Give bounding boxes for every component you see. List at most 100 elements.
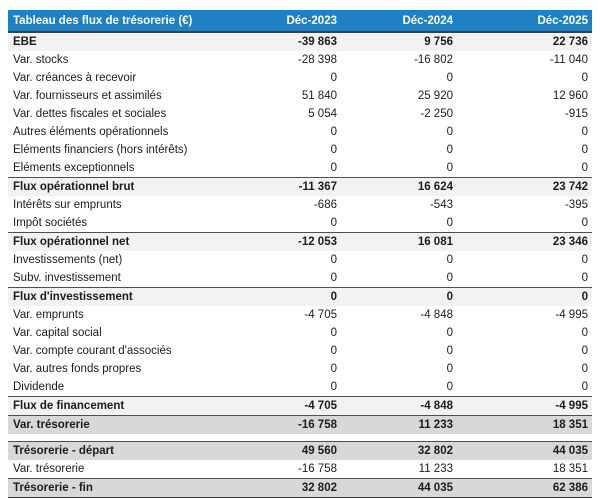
row-label: Var. créances à recevoir (13, 72, 137, 84)
table-row: Autres éléments opérationnels 0 0 0 (8, 123, 592, 141)
row-value-dec-2023: -686 (313, 199, 337, 211)
row-value-dec-2025: 0 (457, 287, 592, 306)
row-value-dec-2025: 0 (581, 345, 588, 357)
row-label: Dividende (13, 381, 65, 393)
row-label: Investissements (net) (13, 254, 123, 266)
row-value-dec-2024: 0 (446, 345, 453, 357)
table-row: Eléments exceptionnels 0 0 0 (8, 159, 592, 178)
row-value-dec-2023: 0 (225, 287, 341, 306)
table-row: Flux de financement -4 705 -4 848 -4 995 (8, 396, 592, 416)
row-value-dec-2025: 0 (581, 72, 588, 84)
row-value-dec-2024: -4 848 (420, 309, 453, 321)
row-value-dec-2023: 0 (330, 126, 337, 138)
row-value-dec-2024: 0 (446, 217, 453, 229)
row-value-dec-2024: 0 (446, 381, 453, 393)
row-value-dec-2025: 22 736 (457, 32, 592, 51)
table-row: Var. dettes fiscales et sociales 5 054 -… (8, 105, 592, 123)
table-row: Eléments financiers (hors intérêts) 0 0 … (8, 141, 592, 159)
row-value-dec-2025: 23 742 (457, 177, 592, 196)
table-row: Dividende 0 0 0 (8, 378, 592, 397)
row-value-dec-2024: 0 (446, 126, 453, 138)
column-header-dec-2025: Déc-2025 (457, 10, 592, 33)
row-value-dec-2024: 11 233 (418, 463, 453, 475)
row-value-dec-2025: 12 960 (552, 90, 588, 102)
row-value-dec-2023: 0 (330, 162, 337, 174)
row-label: Autres éléments opérationnels (13, 126, 169, 138)
row-value-dec-2025: 0 (581, 162, 588, 174)
row-label: Var. dettes fiscales et sociales (13, 108, 167, 120)
row-value-dec-2025: 0 (581, 381, 588, 393)
row-value-dec-2023: 0 (330, 144, 337, 156)
row-value-dec-2025: 0 (581, 144, 588, 156)
row-value-dec-2023: -4 705 (225, 396, 341, 416)
table-row: Trésorerie - départ 49 560 32 802 44 035 (8, 441, 592, 460)
row-label: Trésorerie - départ (8, 441, 225, 460)
row-label: Var. fournisseurs et assimilés (13, 90, 162, 102)
section-spacer (8, 434, 592, 442)
row-value-dec-2023: -16 758 (297, 463, 337, 475)
row-value-dec-2023: 0 (330, 272, 337, 284)
row-label: Var. trésorerie (8, 415, 225, 434)
row-value-dec-2023: 0 (330, 72, 337, 84)
row-value-dec-2023: 0 (330, 381, 337, 393)
row-label: Intérêts sur emprunts (13, 199, 122, 211)
row-label: EBE (8, 32, 225, 51)
row-value-dec-2024: 0 (446, 327, 453, 339)
row-value-dec-2025: 18 351 (552, 463, 588, 475)
table-row: Var. fournisseurs et assimilés 51 840 25… (8, 87, 592, 105)
row-label: Flux opérationnel net (8, 232, 225, 251)
row-value-dec-2025: 44 035 (457, 441, 592, 460)
row-label: Eléments financiers (hors intérêts) (13, 144, 188, 156)
row-value-dec-2023: -28 398 (297, 54, 337, 66)
flow-rows-section: EBE -39 863 9 756 22 736 Var. stocks -28… (8, 32, 592, 434)
row-value-dec-2025: 0 (581, 363, 588, 375)
table-row: Var. stocks -28 398 -16 802 -11 040 (8, 51, 592, 69)
table-row: Intérêts sur emprunts -686 -543 -395 (8, 196, 592, 214)
table-row: Var. trésorerie -16 758 11 233 18 351 (8, 460, 592, 479)
row-value-dec-2024: -543 (429, 199, 453, 211)
row-value-dec-2024: 0 (446, 72, 453, 84)
row-label: Var. autres fonds propres (13, 363, 142, 375)
table-row: Var. compte courant d'associés 0 0 0 (8, 342, 592, 360)
table-row: Flux opérationnel net -12 053 16 081 23 … (8, 232, 592, 251)
table-header-row: Tableau des flux de trésorerie (€) Déc-2… (8, 10, 592, 33)
table-row: Var. trésorerie -16 758 11 233 18 351 (8, 415, 592, 434)
treasury-rows-section: Trésorerie - départ 49 560 32 802 44 035… (8, 441, 592, 498)
row-value-dec-2025: -4 995 (457, 396, 592, 416)
row-value-dec-2024: 16 081 (341, 232, 457, 251)
table-row: Trésorerie - fin 32 802 44 035 62 386 (8, 478, 592, 498)
row-value-dec-2024: 16 624 (341, 177, 457, 196)
row-value-dec-2025: -4 995 (555, 309, 588, 321)
row-value-dec-2025: -11 040 (549, 54, 588, 66)
row-value-dec-2024: 11 233 (341, 415, 457, 434)
row-label: Var. capital social (13, 327, 102, 339)
row-value-dec-2023: -11 367 (225, 177, 341, 196)
table-row: Subv. investissement 0 0 0 (8, 269, 592, 288)
row-value-dec-2023: -39 863 (225, 32, 341, 51)
row-value-dec-2023: 51 840 (301, 90, 337, 102)
row-value-dec-2023: -12 053 (225, 232, 341, 251)
row-value-dec-2024: 44 035 (341, 478, 457, 498)
table-title: Tableau des flux de trésorerie (€) (8, 10, 225, 33)
column-header-dec-2023: Déc-2023 (225, 10, 341, 33)
row-label: Flux opérationnel brut (8, 177, 225, 196)
row-value-dec-2024: 9 756 (341, 32, 457, 51)
row-label: Eléments exceptionnels (13, 162, 135, 174)
row-value-dec-2023: 0 (330, 345, 337, 357)
table-row: Var. autres fonds propres 0 0 0 (8, 360, 592, 378)
row-value-dec-2024: 0 (446, 254, 453, 266)
row-value-dec-2024: 0 (446, 162, 453, 174)
table-row: Flux opérationnel brut -11 367 16 624 23… (8, 177, 592, 196)
table-row: Impôt sociétés 0 0 0 (8, 214, 592, 233)
row-value-dec-2025: 0 (581, 254, 588, 266)
column-header-dec-2024: Déc-2024 (341, 10, 457, 33)
row-value-dec-2023: 0 (330, 254, 337, 266)
row-value-dec-2025: 0 (581, 272, 588, 284)
row-label: Var. compte courant d'associés (13, 345, 172, 357)
table-row: Var. emprunts -4 705 -4 848 -4 995 (8, 306, 592, 324)
row-label: Subv. investissement (13, 272, 121, 284)
row-value-dec-2025: 62 386 (457, 478, 592, 498)
row-value-dec-2025: 0 (581, 327, 588, 339)
row-value-dec-2024: 25 920 (417, 90, 453, 102)
